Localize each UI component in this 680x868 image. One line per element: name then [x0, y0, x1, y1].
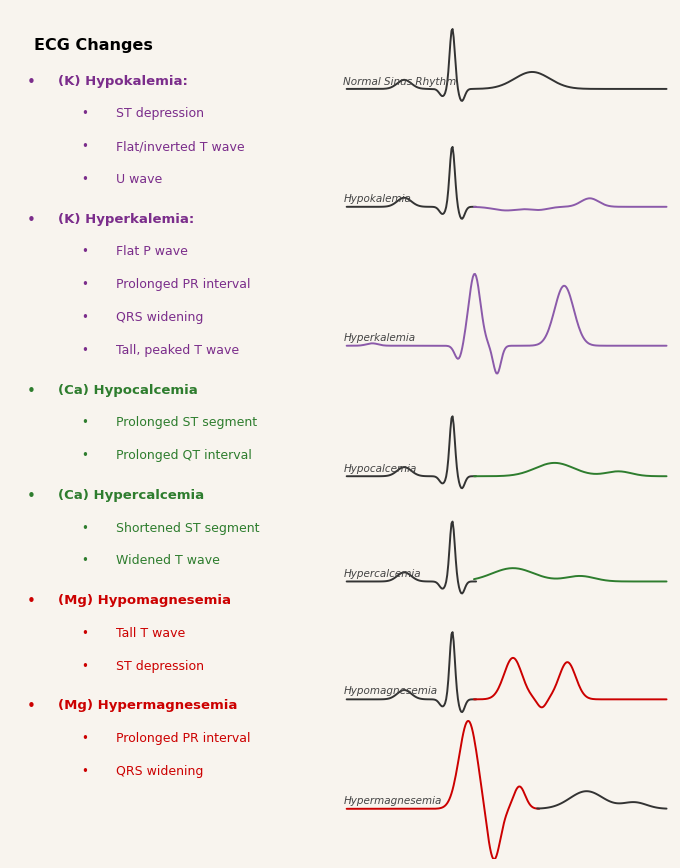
Text: Hypocalcemia: Hypocalcemia: [343, 464, 417, 474]
Text: •: •: [82, 555, 88, 568]
Text: Hypomagnesemia: Hypomagnesemia: [343, 687, 437, 696]
Text: Flat P wave: Flat P wave: [116, 246, 188, 259]
Text: ST depression: ST depression: [116, 660, 203, 673]
Text: (Mg) Hypermagnesemia: (Mg) Hypermagnesemia: [58, 700, 237, 713]
Text: (Ca) Hypocalcemia: (Ca) Hypocalcemia: [58, 384, 198, 397]
Text: •: •: [82, 627, 88, 640]
Text: QRS widening: QRS widening: [116, 765, 203, 778]
Text: (K) Hyperkalemia:: (K) Hyperkalemia:: [58, 213, 194, 226]
Text: •: •: [82, 141, 88, 153]
Text: •: •: [27, 384, 36, 398]
Text: Flat/inverted T wave: Flat/inverted T wave: [116, 141, 244, 153]
Text: Shortened ST segment: Shortened ST segment: [116, 522, 259, 535]
Text: •: •: [82, 279, 88, 292]
Text: Hypercalcemia: Hypercalcemia: [343, 569, 421, 579]
Text: •: •: [27, 213, 36, 227]
Text: •: •: [27, 489, 36, 503]
Text: •: •: [27, 594, 36, 609]
Text: Prolonged PR interval: Prolonged PR interval: [116, 732, 250, 745]
Text: ST depression: ST depression: [116, 108, 203, 121]
Text: (Mg) Hypomagnesemia: (Mg) Hypomagnesemia: [58, 594, 231, 607]
Text: U wave: U wave: [116, 173, 162, 186]
Text: •: •: [27, 75, 36, 89]
Text: QRS widening: QRS widening: [116, 311, 203, 324]
Text: Prolonged PR interval: Prolonged PR interval: [116, 279, 250, 292]
Text: •: •: [82, 173, 88, 186]
Text: •: •: [82, 660, 88, 673]
Text: Hypokalemia: Hypokalemia: [343, 194, 411, 204]
Text: •: •: [82, 522, 88, 535]
Text: ECG Changes: ECG Changes: [34, 38, 153, 54]
Text: •: •: [82, 450, 88, 462]
Text: (Ca) Hypercalcemia: (Ca) Hypercalcemia: [58, 489, 204, 502]
Text: (K) Hypokalemia:: (K) Hypokalemia:: [58, 75, 188, 88]
Text: Widened T wave: Widened T wave: [116, 555, 220, 568]
Text: •: •: [27, 700, 36, 714]
Text: •: •: [82, 108, 88, 121]
Text: Normal Sinus Rhythm: Normal Sinus Rhythm: [343, 76, 456, 87]
Text: Prolonged ST segment: Prolonged ST segment: [116, 417, 257, 430]
Text: •: •: [82, 344, 88, 357]
Text: •: •: [82, 732, 88, 745]
Text: •: •: [82, 765, 88, 778]
Text: •: •: [82, 311, 88, 324]
Text: Hypermagnesemia: Hypermagnesemia: [343, 796, 442, 806]
Text: •: •: [82, 417, 88, 430]
Text: •: •: [82, 246, 88, 259]
Text: Tall T wave: Tall T wave: [116, 627, 185, 640]
Text: Hyperkalemia: Hyperkalemia: [343, 332, 415, 343]
Text: Tall, peaked T wave: Tall, peaked T wave: [116, 344, 239, 357]
Text: Prolonged QT interval: Prolonged QT interval: [116, 450, 252, 462]
